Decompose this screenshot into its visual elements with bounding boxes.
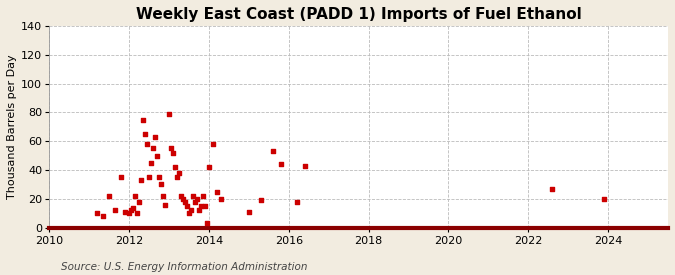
Point bbox=[165, 146, 176, 151]
Point bbox=[299, 164, 310, 168]
Point bbox=[200, 204, 211, 208]
Point bbox=[163, 112, 174, 116]
Point bbox=[132, 211, 142, 216]
Point bbox=[98, 214, 109, 218]
Point bbox=[154, 175, 165, 180]
Point bbox=[130, 194, 140, 198]
Point bbox=[267, 149, 278, 153]
Point bbox=[202, 221, 213, 226]
Text: Source: U.S. Energy Information Administration: Source: U.S. Energy Information Administ… bbox=[61, 262, 307, 272]
Point bbox=[198, 194, 209, 198]
Point bbox=[134, 200, 144, 204]
Point bbox=[142, 142, 153, 146]
Point bbox=[207, 142, 218, 146]
Point bbox=[124, 211, 134, 216]
Point bbox=[547, 187, 558, 191]
Point bbox=[109, 208, 120, 213]
Point bbox=[157, 194, 168, 198]
Point bbox=[190, 200, 200, 204]
Point bbox=[146, 161, 157, 165]
Point bbox=[104, 194, 115, 198]
Point bbox=[159, 202, 170, 207]
Point bbox=[255, 198, 266, 202]
Point bbox=[138, 117, 148, 122]
Point bbox=[176, 194, 186, 198]
Point bbox=[167, 150, 178, 155]
Point bbox=[173, 171, 184, 175]
Point bbox=[119, 210, 130, 214]
Point bbox=[150, 135, 161, 139]
Point bbox=[180, 200, 190, 204]
Point bbox=[136, 178, 146, 182]
Point bbox=[171, 175, 182, 180]
Point bbox=[155, 182, 166, 187]
Point bbox=[184, 211, 194, 216]
Point bbox=[192, 197, 202, 201]
Point bbox=[203, 165, 214, 169]
Point bbox=[148, 146, 159, 151]
Point bbox=[92, 211, 103, 216]
Title: Weekly East Coast (PADD 1) Imports of Fuel Ethanol: Weekly East Coast (PADD 1) Imports of Fu… bbox=[136, 7, 581, 22]
Point bbox=[292, 200, 302, 204]
Point bbox=[126, 208, 136, 213]
Point bbox=[140, 132, 151, 136]
Point bbox=[244, 210, 254, 214]
Point bbox=[115, 175, 126, 180]
Point bbox=[169, 165, 180, 169]
Point bbox=[186, 208, 196, 213]
Point bbox=[152, 153, 163, 158]
Point bbox=[182, 204, 192, 208]
Point bbox=[144, 175, 155, 180]
Y-axis label: Thousand Barrels per Day: Thousand Barrels per Day bbox=[7, 54, 17, 199]
Point bbox=[128, 205, 138, 210]
Point bbox=[196, 204, 207, 208]
Point bbox=[194, 208, 205, 213]
Point bbox=[178, 197, 188, 201]
Point bbox=[599, 197, 610, 201]
Point bbox=[215, 197, 226, 201]
Point bbox=[275, 162, 286, 166]
Point bbox=[211, 189, 222, 194]
Point bbox=[188, 194, 198, 198]
